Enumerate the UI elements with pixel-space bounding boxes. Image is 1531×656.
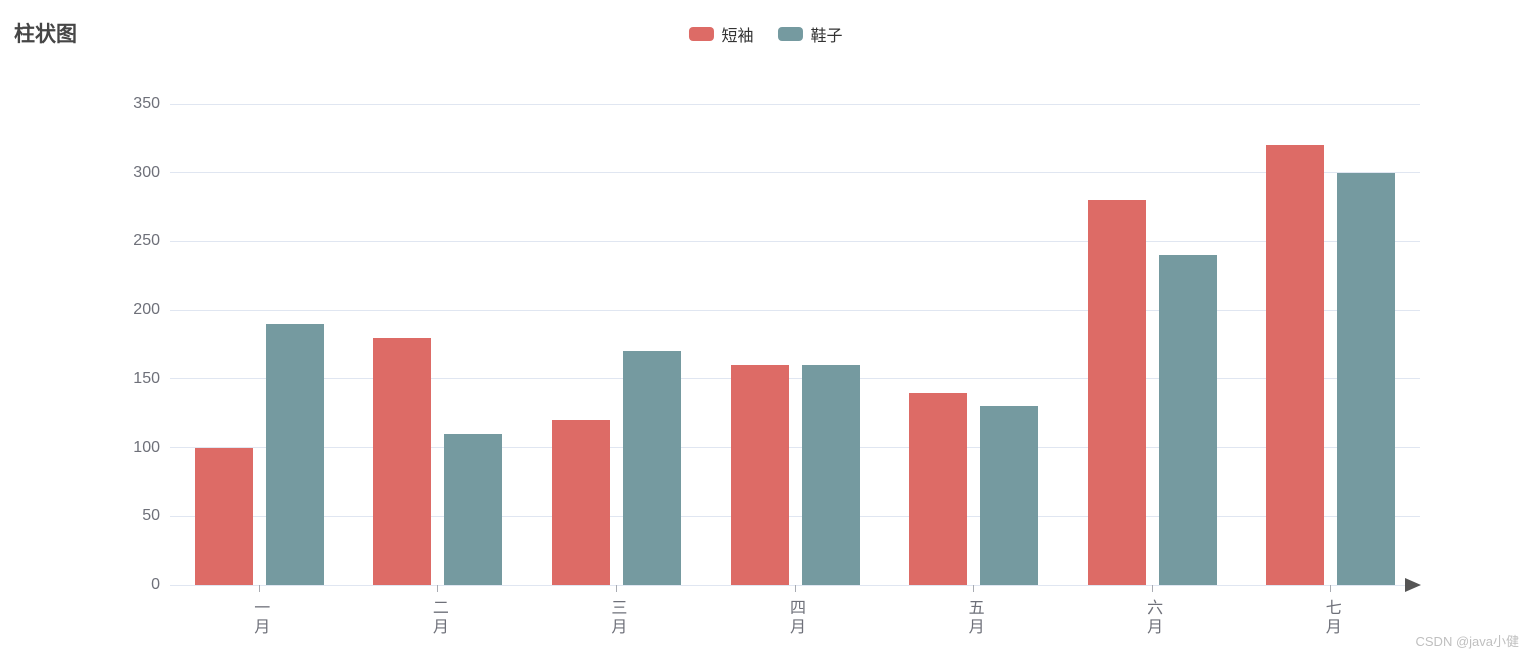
- legend: 短袖 鞋子: [688, 22, 843, 46]
- x-axis-tick: [1151, 585, 1153, 592]
- y-axis-label: 300: [133, 163, 160, 181]
- x-axis-tick: [973, 585, 975, 592]
- x-axis-label: 一月: [251, 599, 269, 637]
- bar-s0-c5[interactable]: [1087, 200, 1146, 585]
- y-axis-label: 100: [133, 438, 160, 456]
- y-axis-label: 200: [133, 301, 160, 319]
- gridline: [170, 240, 1420, 242]
- gridline: [170, 103, 1420, 105]
- x-axis-label: 二月: [429, 599, 447, 637]
- x-axis-label: 四月: [787, 599, 804, 637]
- legend-label: 鞋子: [810, 28, 843, 45]
- legend-item-0[interactable]: 短袖: [688, 22, 754, 46]
- x-axis-tick: [437, 585, 439, 592]
- x-axis-label: 五月: [965, 599, 983, 637]
- gridline: [170, 172, 1420, 174]
- legend-marker-icon: [777, 27, 803, 41]
- bar-s0-c4[interactable]: [909, 392, 968, 585]
- x-axis-tick: [258, 585, 260, 592]
- chart-title: 柱状图: [14, 23, 77, 46]
- x-axis-tick: [1330, 585, 1332, 592]
- bar-s1-c3[interactable]: [801, 365, 860, 585]
- bar-s0-c3[interactable]: [730, 365, 789, 585]
- bar-s1-c1[interactable]: [444, 433, 503, 585]
- bar-s1-c4[interactable]: [980, 406, 1039, 585]
- bar-s0-c2[interactable]: [551, 420, 610, 585]
- x-axis-arrow-icon: [1405, 578, 1421, 592]
- gridline: [170, 447, 1420, 449]
- y-axis-label: 350: [133, 95, 160, 112]
- gridline: [170, 515, 1420, 517]
- bar-s0-c1[interactable]: [373, 337, 432, 585]
- legend-item-1[interactable]: 鞋子: [777, 22, 843, 46]
- legend-label: 短袖: [721, 28, 754, 45]
- legend-marker-icon: [688, 27, 714, 41]
- bar-s1-c0[interactable]: [265, 323, 324, 585]
- x-axis-label: 六月: [1144, 599, 1162, 637]
- bar-s0-c6[interactable]: [1266, 145, 1325, 585]
- bar-s1-c2[interactable]: [622, 351, 681, 585]
- x-axis-tick: [615, 585, 617, 592]
- gridline: [170, 378, 1420, 380]
- y-axis-label: 0: [151, 576, 160, 593]
- x-axis-label: 七月: [1322, 599, 1340, 637]
- y-axis-label: 50: [142, 507, 160, 525]
- bar-s0-c0[interactable]: [194, 447, 253, 585]
- x-axis-tick: [794, 585, 796, 592]
- y-axis-label: 250: [133, 232, 160, 250]
- bar-s1-c5[interactable]: [1158, 255, 1217, 585]
- bar-s1-c6[interactable]: [1337, 172, 1396, 585]
- gridline: [170, 309, 1420, 311]
- x-axis-label: 三月: [608, 599, 626, 637]
- y-axis-label: 150: [133, 369, 160, 387]
- watermark: CSDN @java小健: [1415, 634, 1520, 649]
